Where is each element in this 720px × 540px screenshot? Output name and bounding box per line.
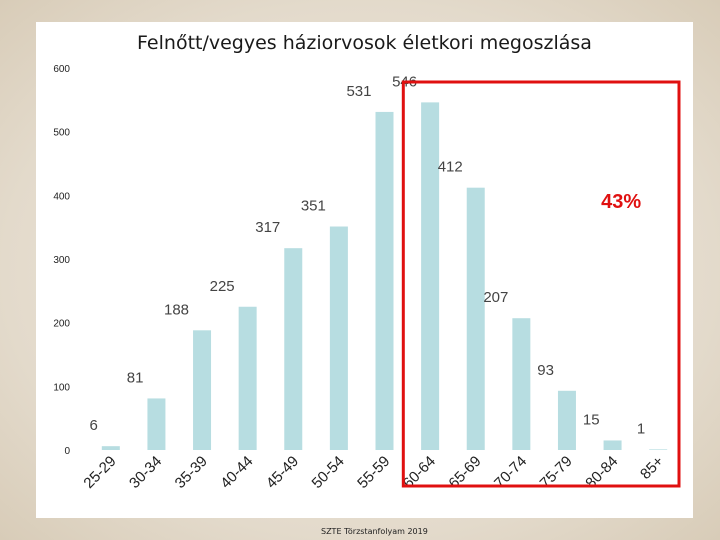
category-label: 50-54 — [309, 453, 348, 492]
category-label: 35-39 — [172, 453, 211, 492]
category-label: 25-29 — [80, 453, 119, 492]
category-label: 55-59 — [354, 453, 393, 492]
bar — [193, 330, 212, 450]
data-label: 317 — [255, 219, 280, 236]
bars — [101, 102, 668, 451]
y-tick-label: 500 — [53, 128, 70, 139]
bar — [101, 446, 120, 450]
data-label: 225 — [210, 278, 235, 295]
data-label: 207 — [483, 289, 508, 306]
category-label: 85+ — [637, 453, 667, 483]
data-label: 531 — [346, 83, 371, 100]
y-tick-label: 300 — [53, 255, 70, 266]
bar — [466, 187, 485, 450]
category-label: 45-49 — [263, 453, 302, 492]
percent-annotation: 43% — [601, 191, 641, 213]
data-label: 351 — [301, 198, 326, 215]
data-label: 188 — [164, 301, 189, 318]
data-label: 93 — [537, 362, 554, 379]
annotation: 43% — [401, 80, 681, 488]
bar — [421, 102, 440, 450]
bar — [512, 318, 531, 450]
data-label: 1 — [637, 420, 645, 437]
y-axis: 0 100 200 300 400 500 600 — [53, 64, 70, 457]
data-label: 6 — [89, 417, 97, 434]
bar — [649, 449, 668, 450]
bar — [284, 248, 303, 450]
data-label: 81 — [127, 369, 144, 386]
bar — [375, 111, 394, 451]
y-tick-label: 400 — [53, 191, 70, 202]
y-tick-label: 600 — [53, 64, 70, 75]
highlight-box — [401, 80, 681, 488]
data-label: 412 — [438, 159, 463, 176]
slide: 0 100 200 300 400 500 600 6 81 188 225 317 351 531 54… — [36, 22, 693, 536]
bar — [557, 390, 576, 450]
data-label: 15 — [583, 411, 600, 428]
bar — [238, 306, 257, 450]
category-label: 30-34 — [126, 453, 165, 492]
y-tick-label: 100 — [53, 382, 70, 393]
bar — [329, 226, 348, 450]
chart-title: Felnőtt/vegyes háziorvosok életkori mego… — [137, 32, 592, 54]
footer-text: SZTE Törzstanfolyam 2019 — [321, 527, 428, 536]
y-tick-label: 200 — [53, 319, 70, 330]
y-tick-label: 0 — [64, 446, 70, 457]
bar — [603, 440, 622, 450]
category-label: 40-44 — [217, 453, 256, 492]
bar — [147, 398, 166, 450]
